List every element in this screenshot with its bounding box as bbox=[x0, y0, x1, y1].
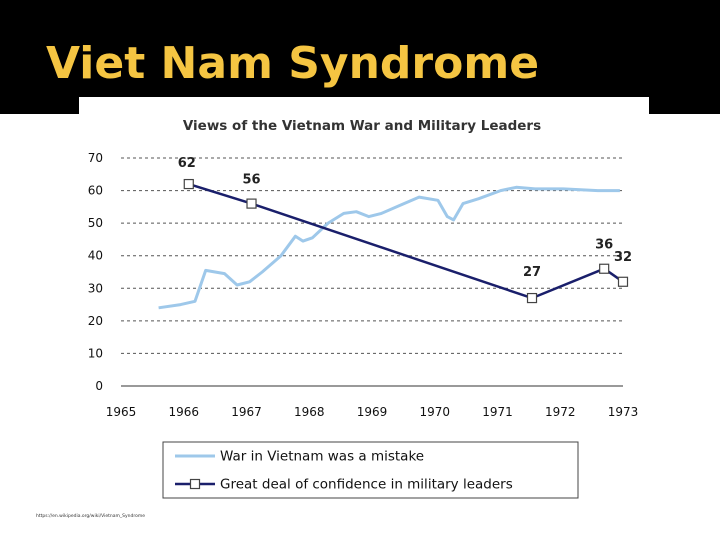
source-citation: https://en.wikipedia.org/wiki/Vietnam_Sy… bbox=[36, 514, 145, 519]
x-tick-label: 1969 bbox=[357, 405, 388, 419]
x-tick-label: 1968 bbox=[294, 405, 325, 419]
x-tick-label: 1967 bbox=[231, 405, 262, 419]
y-tick-label: 10 bbox=[88, 346, 103, 360]
data-label: 56 bbox=[242, 173, 260, 188]
data-label: 36 bbox=[595, 238, 613, 253]
data-point-marker bbox=[183, 178, 194, 190]
x-tick-label: 1971 bbox=[482, 405, 513, 419]
x-tick-label: 1970 bbox=[419, 405, 450, 419]
legend-label-confidence: Great deal of confidence in military lea… bbox=[220, 477, 513, 493]
data-point-marker bbox=[617, 276, 629, 287]
chart-panel: Views of the Vietnam War and Military Le… bbox=[79, 97, 649, 517]
x-tick-label: 1972 bbox=[545, 405, 576, 419]
data-point-marker bbox=[526, 292, 538, 304]
data-point-marker bbox=[246, 198, 257, 209]
x-tick-label: 1965 bbox=[106, 405, 137, 419]
y-tick-label: 20 bbox=[88, 314, 103, 328]
y-tick-label: 60 bbox=[88, 184, 103, 198]
series-line-mistake bbox=[158, 185, 620, 310]
chart-title: Views of the Vietnam War and Military Le… bbox=[183, 118, 541, 134]
y-tick-label: 40 bbox=[88, 249, 103, 263]
data-label: 62 bbox=[178, 156, 196, 171]
x-tick-label: 1973 bbox=[608, 405, 639, 419]
title-bar bbox=[0, 0, 720, 114]
y-tick-label: 30 bbox=[88, 281, 103, 295]
slide-title: Viet Nam Syndrome bbox=[46, 38, 540, 89]
line-chart: Views of the Vietnam War and Military Le… bbox=[88, 118, 639, 499]
legend-marker-confidence bbox=[189, 478, 201, 490]
data-label: 32 bbox=[614, 250, 632, 265]
y-tick-label: 0 bbox=[95, 379, 103, 393]
data-point-marker bbox=[599, 263, 610, 274]
data-label: 27 bbox=[523, 265, 541, 280]
legend-label-mistake: War in Vietnam was a mistake bbox=[220, 449, 424, 465]
legend-box bbox=[162, 441, 579, 499]
y-tick-label: 70 bbox=[88, 151, 103, 165]
y-tick-label: 50 bbox=[88, 216, 103, 230]
x-tick-label: 1966 bbox=[168, 405, 199, 419]
